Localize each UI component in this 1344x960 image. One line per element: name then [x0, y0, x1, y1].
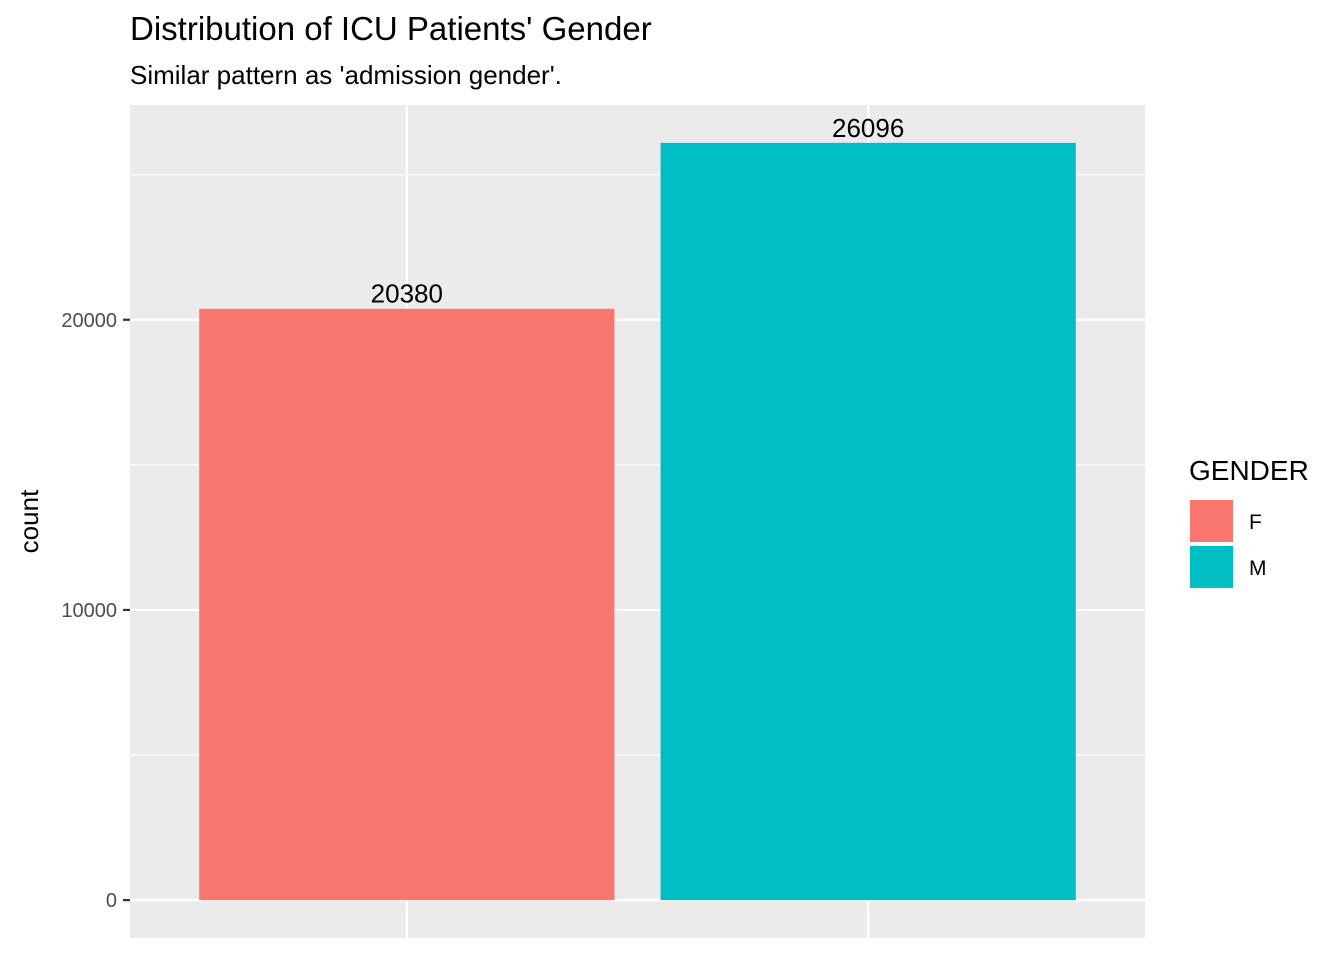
chart-subtitle: Similar pattern as 'admission gender'.: [130, 60, 562, 90]
chart-title: Distribution of ICU Patients' Gender: [130, 10, 652, 47]
legend-label-F: F: [1249, 511, 1262, 534]
legend-key-M: [1190, 546, 1233, 588]
bar-M: [660, 142, 1076, 901]
y-tick-label: 0: [106, 890, 117, 912]
data-labels: 20380 26096: [371, 113, 905, 309]
y-axis-label: count: [14, 489, 44, 553]
bar-F: [199, 308, 615, 901]
legend-key-F: [1190, 500, 1233, 542]
y-tick-label: 20000: [61, 310, 117, 332]
y-tick-label: 10000: [61, 600, 117, 622]
legend-label-M: M: [1249, 557, 1267, 580]
data-label-F: 20380: [371, 279, 443, 309]
legend-title: GENDER: [1189, 455, 1309, 486]
legend: GENDER FM: [1189, 455, 1309, 588]
data-label-M: 26096: [832, 113, 904, 143]
y-axis: 0 10000 20000: [61, 310, 130, 912]
bars: [199, 142, 1076, 901]
